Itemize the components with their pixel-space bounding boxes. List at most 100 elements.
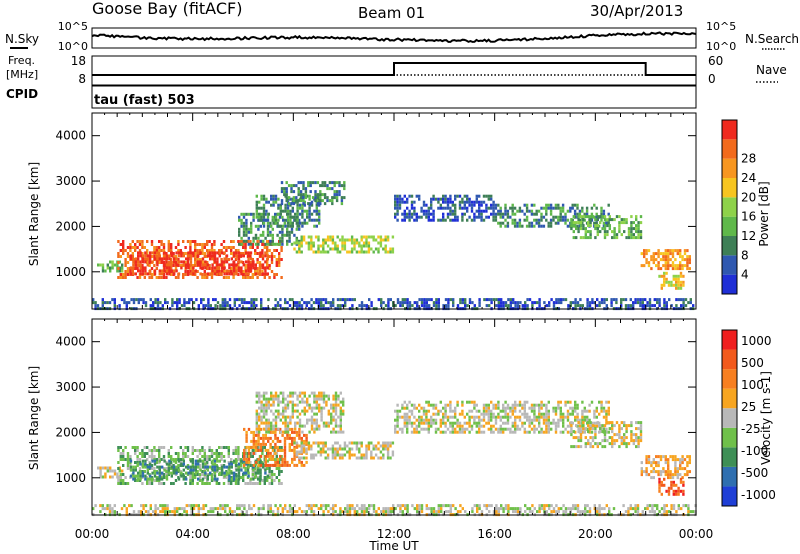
velocity-echo-cell <box>635 427 638 431</box>
velocity-echo-cell <box>605 430 608 434</box>
velocity-echo-cell <box>154 510 157 514</box>
velocity-echo-cell <box>589 427 592 431</box>
velocity-echo-cell <box>490 400 493 404</box>
power-echo-cell <box>663 274 666 278</box>
power-echo-cell <box>146 254 149 258</box>
velocity-echo-cell <box>540 430 543 434</box>
power-echo-cell <box>101 298 104 302</box>
power-echo-cell <box>106 301 109 305</box>
power-echo-cell <box>101 269 105 273</box>
velocity-echo-cell <box>158 455 161 458</box>
velocity-echo-cell <box>227 455 230 458</box>
power-echo-cell <box>648 298 652 302</box>
power-echo-cell <box>504 206 507 210</box>
velocity-echo-cell <box>281 433 284 437</box>
velocity-echo-cell <box>155 476 158 479</box>
velocity-echo-cell <box>141 449 144 452</box>
power-echo-cell <box>298 203 302 207</box>
velocity-echo-cell <box>640 473 643 477</box>
power-echo-cell <box>122 246 125 249</box>
power-echo-cell <box>138 243 142 246</box>
velocity-echo-cell <box>119 458 122 461</box>
velocity-echo-cell <box>247 474 250 478</box>
velocity-echo-cell <box>308 406 311 410</box>
velocity-echo-cell <box>283 442 287 446</box>
power-echo-cell <box>234 249 238 252</box>
velocity-echo-cell <box>413 421 416 425</box>
power-echo-cell <box>247 212 250 216</box>
power-echo-cell <box>282 209 285 213</box>
power-echo-cell <box>278 236 282 240</box>
power-echo-cell <box>118 266 121 270</box>
velocity-echo-cell <box>312 453 315 457</box>
velocity-echo-cell <box>124 482 127 485</box>
power-echo-cell <box>177 251 181 255</box>
power-echo-cell <box>630 230 633 234</box>
velocity-echo-cell <box>269 457 272 461</box>
power-echo-cell <box>207 301 210 305</box>
power-echo-cell <box>164 301 167 305</box>
velocity-echo-cell <box>490 424 493 428</box>
velocity-echo-cell <box>262 427 266 431</box>
power-echo-cell <box>122 276 125 279</box>
power-echo-cell <box>165 257 169 261</box>
power-echo-cell <box>324 241 327 245</box>
velocity-echo-cell <box>677 492 680 496</box>
power-echo-cell <box>454 194 457 198</box>
power-echo-cell <box>630 221 633 225</box>
power-echo-cell <box>464 301 467 305</box>
velocity-echo-cell <box>577 421 580 425</box>
velocity-echo-cell <box>430 421 433 425</box>
power-echo-cell <box>466 304 469 308</box>
velocity-echo-cell <box>655 461 658 465</box>
velocity-echo-cell <box>247 460 251 464</box>
power-echo-cell <box>549 203 553 207</box>
power-echo-cell <box>578 209 582 213</box>
velocity-echo-cell <box>511 412 514 416</box>
power-echo-cell <box>167 249 170 252</box>
power-echo-cell <box>428 298 431 302</box>
power-echo-cell <box>196 249 199 252</box>
power-echo-cell <box>296 224 299 228</box>
velocity-echo-cell <box>475 424 478 428</box>
power-echo-cell <box>287 184 291 188</box>
power-echo-cell <box>581 221 584 225</box>
velocity-echo-cell <box>454 415 457 419</box>
velocity-echo-cells <box>92 391 697 517</box>
power-echo-cell <box>518 209 522 213</box>
velocity-echo-cell <box>222 482 226 485</box>
velocity-echo-cell <box>396 421 399 425</box>
velocity-echo-cell <box>243 463 246 467</box>
power-echo-cell <box>310 212 314 216</box>
power-echo-cell <box>274 200 278 204</box>
power-echo-cell <box>331 187 334 191</box>
velocity-echo-cell <box>215 458 218 461</box>
power-echo-cell <box>277 212 280 216</box>
velocity-echo-cell <box>119 476 122 479</box>
velocity-echo-cell <box>600 403 603 407</box>
velocity-echo-cell <box>216 477 219 481</box>
velocity-echo-cell <box>257 457 260 461</box>
velocity-echo-cell <box>403 406 406 410</box>
power-echo-cell <box>158 254 161 258</box>
power-echo-cell <box>261 243 264 246</box>
velocity-echo-cell <box>664 470 667 474</box>
velocity-echo-cell <box>598 421 601 425</box>
velocity-echo-cell <box>301 391 304 395</box>
velocity-echo-cell <box>278 461 281 464</box>
velocity-echo-cell <box>502 430 505 434</box>
power-echo-cell <box>182 254 185 258</box>
velocity-echo-cell <box>222 455 226 458</box>
power-echo-cell <box>293 215 296 219</box>
power-echo-cell <box>266 224 270 228</box>
power-echo-cell <box>165 269 169 273</box>
velocity-echo-cell <box>540 406 543 410</box>
velocity-echo-cell <box>301 409 304 413</box>
power-echo-cell <box>237 254 241 258</box>
velocity-echo-cell <box>485 421 488 425</box>
power-echo-cell <box>682 298 685 302</box>
velocity-echo-cell <box>143 455 146 458</box>
power-echo-cell <box>263 246 266 249</box>
power-echo-cell <box>247 251 250 255</box>
velocity-echo-cell <box>454 430 457 434</box>
